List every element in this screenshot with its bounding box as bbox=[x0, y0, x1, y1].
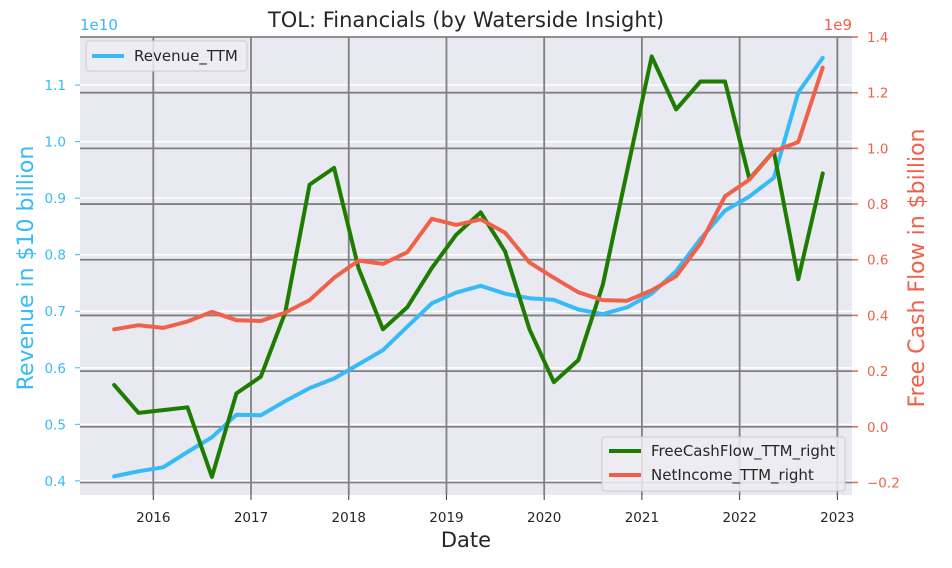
x-axis-label: Date bbox=[441, 528, 491, 552]
legend-revenue: Revenue_TTM bbox=[85, 40, 248, 72]
x-tick-label-0: 2016 bbox=[136, 510, 170, 526]
right-axis-label: Free Cash Flow in $billion bbox=[905, 129, 930, 408]
x-tick-label-3: 2019 bbox=[429, 510, 463, 526]
right-tick-label-4: 0.6 bbox=[867, 253, 888, 269]
left-tick-label-2: 0.6 bbox=[45, 361, 66, 377]
legend-netincome-label: NetIncome_TTM_right bbox=[651, 466, 814, 485]
legend-revenue-label: Revenue_TTM bbox=[134, 47, 238, 66]
series-layer bbox=[112, 54, 825, 479]
left-axis-offset-text: 1e10 bbox=[80, 16, 118, 34]
right-tick-label-2: 0.2 bbox=[867, 364, 888, 380]
right-tick-label-5: 0.8 bbox=[867, 197, 888, 213]
x-tick-label-7: 2023 bbox=[820, 510, 854, 526]
left-tick-label-3: 0.7 bbox=[45, 304, 66, 320]
x-tick-label-2: 2018 bbox=[332, 510, 366, 526]
x-tick-label-5: 2021 bbox=[625, 510, 659, 526]
legend-right: FreeCashFlow_TTM_right NetIncome_TTM_rig… bbox=[601, 436, 846, 492]
right-tick-label-0: −0.2 bbox=[867, 475, 900, 491]
legend-fcf-label: FreeCashFlow_TTM_right bbox=[651, 442, 835, 461]
right-tick-label-6: 1.0 bbox=[867, 141, 888, 157]
axes: 2016 2017 2018 2019 2020 2021 2022 2023 0.4 0.5 0.… bbox=[45, 30, 900, 526]
chart-title: TOL: Financials (by Waterside Insight) bbox=[267, 8, 664, 32]
series-line-netincome-ttm-right bbox=[112, 65, 825, 332]
right-tick-label-8: 1.4 bbox=[867, 30, 888, 46]
left-tick-label-0: 0.4 bbox=[45, 474, 66, 490]
left-axis-label: Revenue in $10 billion bbox=[14, 146, 39, 391]
left-tick-label-4: 0.8 bbox=[45, 248, 66, 264]
left-tick-label-5: 0.9 bbox=[45, 191, 66, 207]
x-tick-label-6: 2022 bbox=[722, 510, 756, 526]
x-tick-label-1: 2017 bbox=[234, 510, 268, 526]
plot-background bbox=[80, 37, 852, 495]
left-tick-label-1: 0.5 bbox=[45, 417, 66, 433]
legend-right-box bbox=[601, 436, 846, 492]
left-tick-label-6: 1.0 bbox=[45, 135, 66, 151]
right-tick-label-7: 1.2 bbox=[867, 86, 888, 102]
right-axis-offset-text: 1e9 bbox=[824, 16, 852, 34]
legend-revenue-box bbox=[85, 40, 248, 72]
left-tick-label-7: 1.1 bbox=[45, 78, 66, 94]
right-tick-label-3: 0.4 bbox=[867, 308, 888, 324]
right-tick-label-1: 0.0 bbox=[867, 420, 888, 436]
x-tick-label-4: 2020 bbox=[527, 510, 561, 526]
